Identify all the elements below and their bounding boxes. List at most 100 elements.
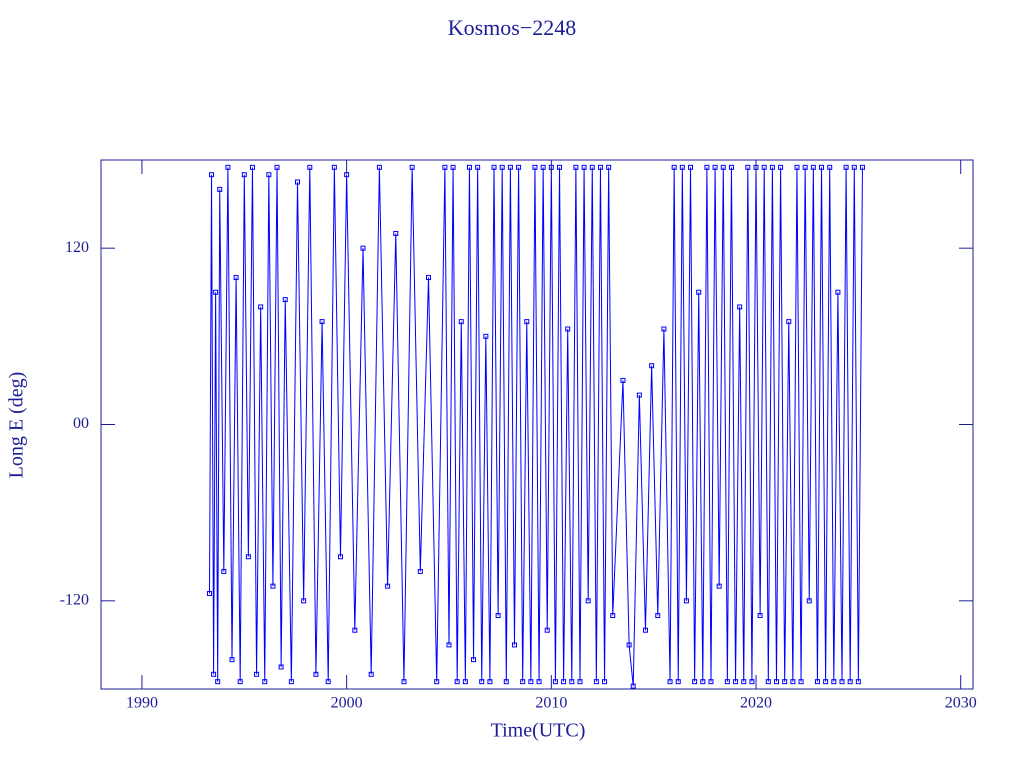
point <box>782 679 788 685</box>
x-tick-label: 2030 <box>945 695 977 712</box>
point <box>301 598 307 604</box>
point <box>741 679 747 685</box>
point <box>859 164 865 170</box>
point <box>215 679 221 685</box>
point <box>786 319 792 325</box>
x-axis-label: Time(UTC) <box>491 720 586 742</box>
point <box>245 554 251 560</box>
point <box>262 679 268 685</box>
point <box>446 642 452 648</box>
point <box>806 598 812 604</box>
point <box>376 164 382 170</box>
point <box>288 679 294 685</box>
point <box>254 671 260 677</box>
point <box>855 679 861 685</box>
point <box>229 657 235 663</box>
point <box>249 164 255 170</box>
point <box>266 172 272 178</box>
point <box>831 679 837 685</box>
point <box>655 613 661 619</box>
point <box>213 289 219 295</box>
point <box>749 679 755 685</box>
point <box>636 392 642 398</box>
point <box>769 164 775 170</box>
point <box>798 679 804 685</box>
point <box>728 164 734 170</box>
point <box>479 679 485 685</box>
point <box>692 679 698 685</box>
point <box>688 164 694 170</box>
point <box>708 679 714 685</box>
point <box>835 289 841 295</box>
point <box>295 179 301 185</box>
point <box>524 319 530 325</box>
y-tick-label: 120 <box>65 239 89 256</box>
point <box>206 590 212 596</box>
point <box>593 679 599 685</box>
series <box>206 164 865 689</box>
point <box>462 679 468 685</box>
y-tick-label: 00 <box>73 415 89 432</box>
point <box>507 164 513 170</box>
series-line <box>208 167 863 687</box>
point <box>733 679 739 685</box>
y-axis-label: Long E (deg) <box>6 372 28 479</box>
point <box>401 679 407 685</box>
point <box>704 164 710 170</box>
point <box>712 164 718 170</box>
point <box>225 164 231 170</box>
point <box>610 613 616 619</box>
point <box>270 583 276 589</box>
point <box>847 679 853 685</box>
point <box>360 245 366 251</box>
point <box>278 664 284 670</box>
point <box>765 679 771 685</box>
point <box>649 363 655 369</box>
point <box>454 679 460 685</box>
point <box>819 164 825 170</box>
point <box>540 164 546 170</box>
point <box>241 172 247 178</box>
point <box>237 679 243 685</box>
point <box>483 333 489 339</box>
point <box>426 275 432 281</box>
point <box>724 679 730 685</box>
point <box>491 164 497 170</box>
point <box>325 679 331 685</box>
point <box>620 377 626 383</box>
point <box>675 679 681 685</box>
point <box>642 627 648 633</box>
point <box>757 613 763 619</box>
point <box>589 164 595 170</box>
point <box>552 679 558 685</box>
point <box>495 613 501 619</box>
point <box>573 164 579 170</box>
point <box>331 164 337 170</box>
point <box>209 172 215 178</box>
point <box>466 164 472 170</box>
point <box>696 289 702 295</box>
point <box>827 164 833 170</box>
point <box>794 164 800 170</box>
point <box>516 164 522 170</box>
point <box>843 164 849 170</box>
point <box>585 598 591 604</box>
point <box>802 164 808 170</box>
point <box>597 164 603 170</box>
point <box>393 230 399 236</box>
point <box>217 186 223 192</box>
point <box>745 164 751 170</box>
point <box>565 326 571 332</box>
point <box>823 679 829 685</box>
point <box>810 164 816 170</box>
point <box>814 679 820 685</box>
point <box>417 568 423 574</box>
point <box>532 164 538 170</box>
point <box>773 679 779 685</box>
y-tick-label: -120 <box>60 592 89 609</box>
point <box>528 679 534 685</box>
point <box>839 679 845 685</box>
point <box>561 679 567 685</box>
point <box>221 568 227 574</box>
point <box>511 642 517 648</box>
